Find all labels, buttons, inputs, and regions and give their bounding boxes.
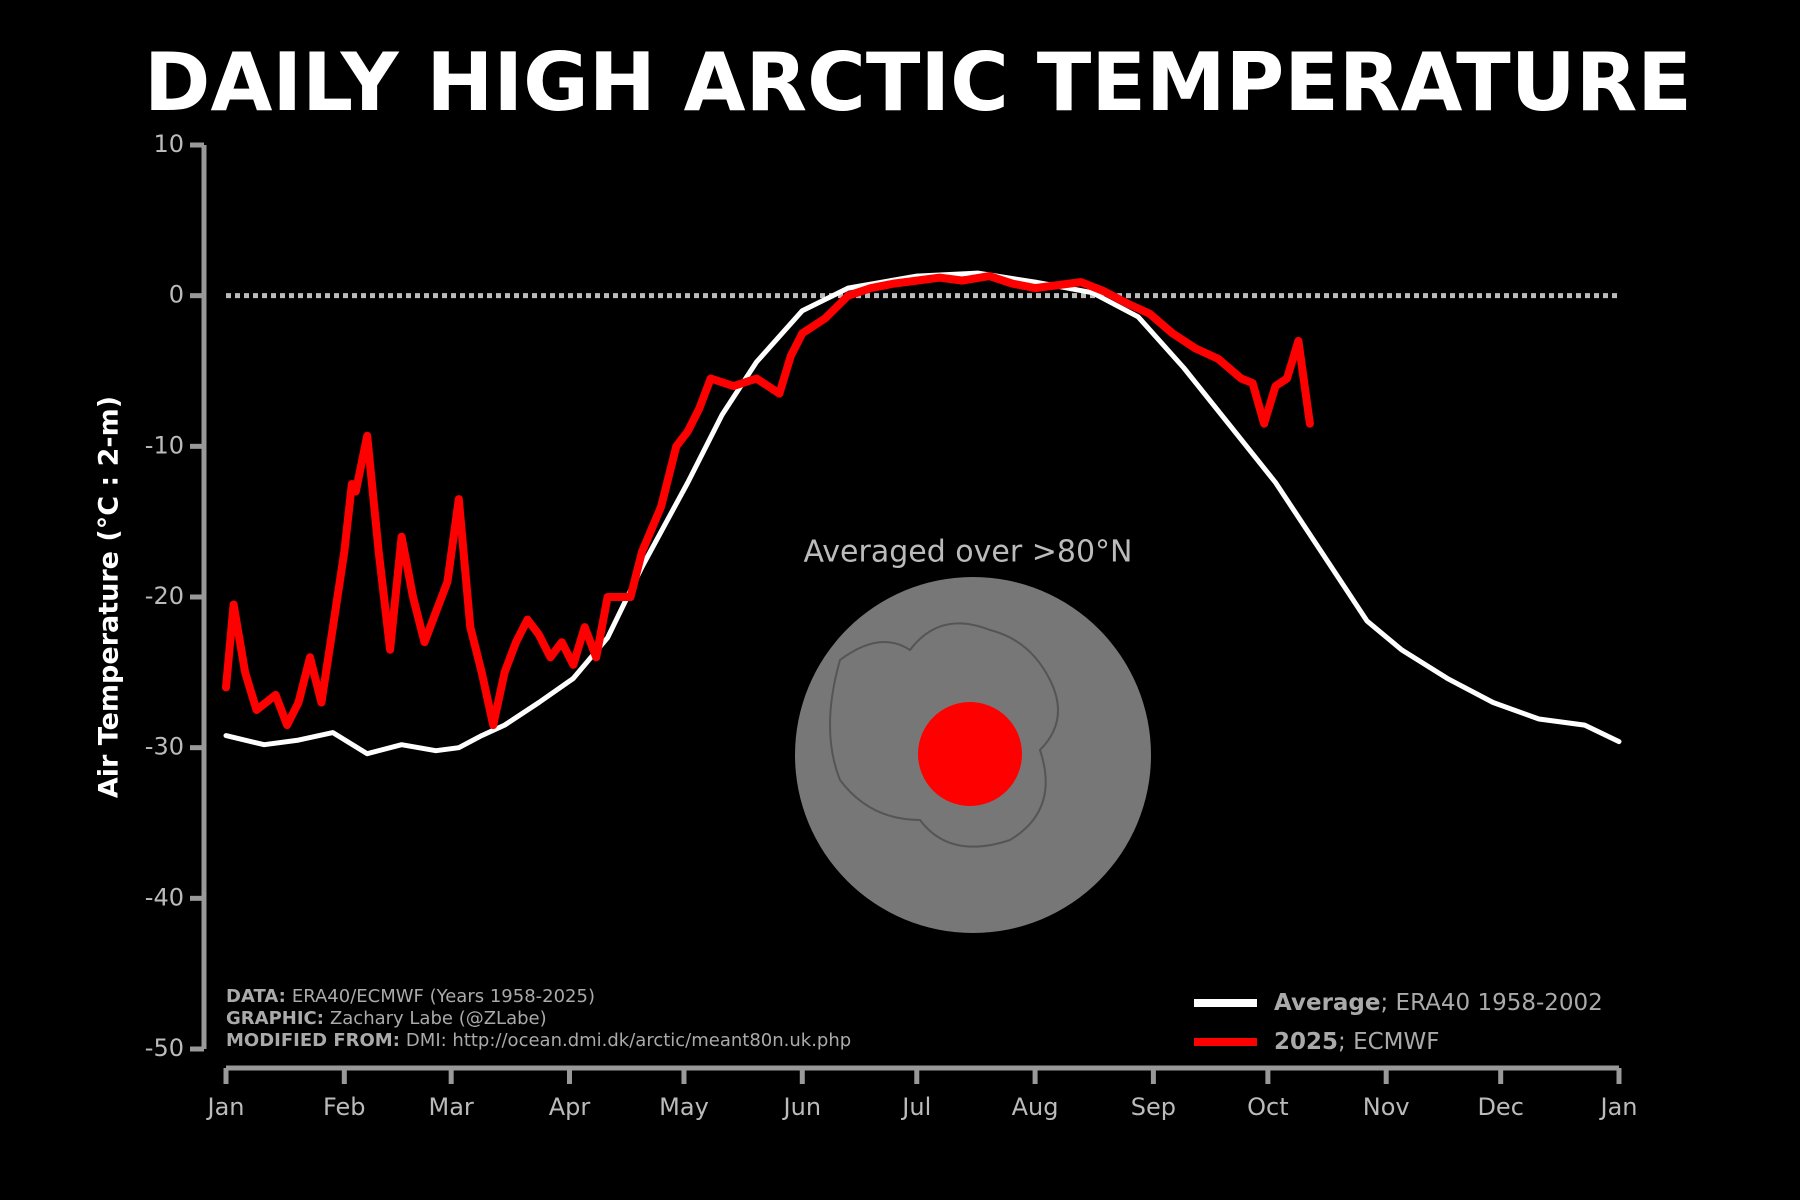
y-axis-label: Air Temperature (°C : 2-m)	[94, 396, 125, 798]
credit-line: GRAPHIC: Zachary Labe (@ZLabe)	[226, 1008, 547, 1029]
x-tick-label: May	[659, 1093, 709, 1121]
chart-title: DAILY HIGH ARCTIC TEMPERATURE	[144, 36, 1692, 129]
legend-entry: Average; ERA40 1958-2002	[1274, 990, 1603, 1016]
credit-label: GRAPHIC:	[226, 1008, 324, 1029]
x-tick-label: Jun	[782, 1093, 822, 1121]
x-tick-label: Oct	[1247, 1093, 1289, 1121]
credit-text: DMI: http://ocean.dmi.dk/arctic/meant80n…	[406, 1030, 851, 1051]
x-tick-label: Dec	[1477, 1093, 1523, 1121]
y-tick-label: 0	[169, 281, 184, 309]
x-tick-label: Nov	[1363, 1093, 1410, 1121]
legend-name: Average	[1274, 990, 1381, 1016]
y-tick-label: -50	[145, 1034, 184, 1062]
legend-description: ; ERA40 1958-2002	[1381, 990, 1603, 1016]
legend-entry: 2025; ECMWF	[1274, 1029, 1439, 1055]
y-tick-label: -30	[145, 733, 184, 761]
data-line	[223, 270, 1622, 757]
x-tick-label: Aug	[1012, 1093, 1059, 1121]
x-tick-label: Jan	[206, 1093, 245, 1121]
x-tick-label: Apr	[549, 1093, 591, 1121]
x-tick-label: Jan	[1599, 1093, 1638, 1121]
y-tick-label: -40	[145, 883, 184, 911]
coastline	[829, 622, 1059, 848]
credit-text: ERA40/ECMWF (Years 1958-2025)	[292, 986, 595, 1007]
legend-name: 2025	[1274, 1029, 1338, 1055]
inset-map	[795, 577, 1151, 933]
credit-line: DATA: ERA40/ECMWF (Years 1958-2025)	[226, 986, 595, 1007]
x-tick-label: Mar	[429, 1093, 474, 1121]
legend-description: ; ECMWF	[1338, 1029, 1439, 1055]
x-tick-label: Jul	[900, 1093, 931, 1121]
y-tick-label: 10	[153, 130, 184, 158]
y-tick-label: -20	[145, 582, 184, 610]
data-line	[222, 272, 1314, 730]
y-tick-label: -10	[145, 431, 184, 459]
x-tick-label: Feb	[323, 1093, 366, 1121]
credit-line: MODIFIED FROM: DMI: http://ocean.dmi.dk/a…	[226, 1030, 851, 1051]
credit-label: DATA:	[226, 986, 286, 1007]
x-tick-label: Sep	[1131, 1093, 1176, 1121]
annotation: Averaged over >80°N	[804, 535, 1133, 570]
credit-label: MODIFIED FROM:	[226, 1030, 400, 1051]
region-disc	[918, 702, 1022, 806]
credit-text: Zachary Labe (@ZLabe)	[330, 1008, 547, 1029]
